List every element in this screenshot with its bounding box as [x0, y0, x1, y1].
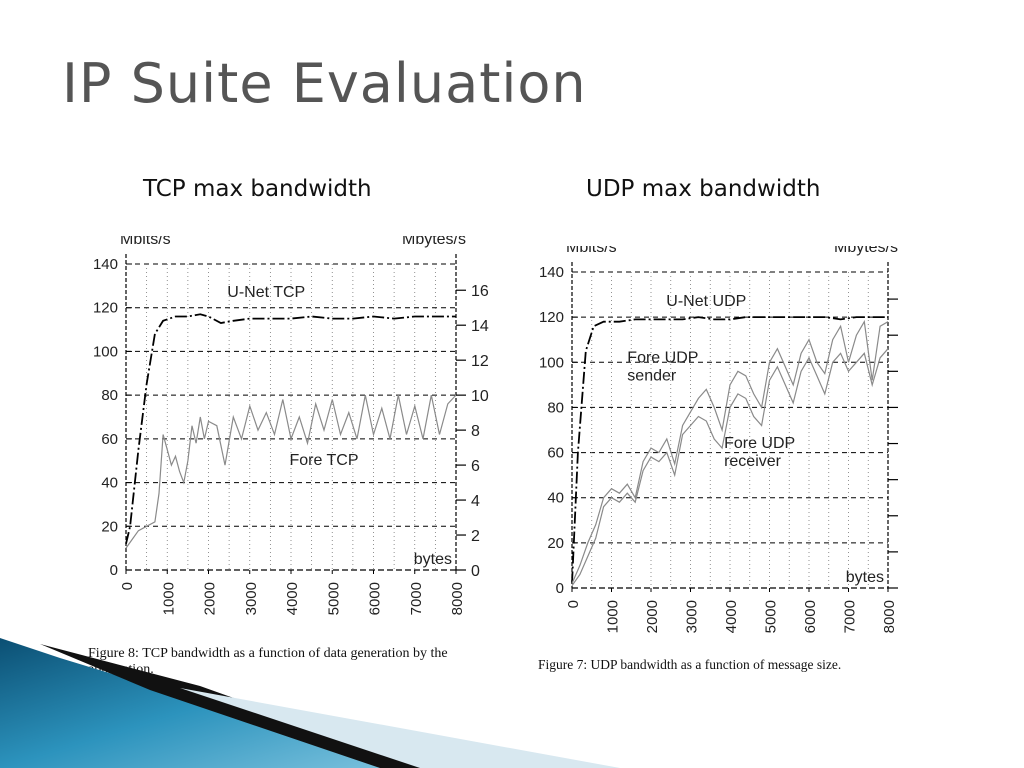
series-line-u-net-tcp — [125, 313, 456, 545]
x-tick-label: 3000 — [243, 582, 260, 615]
right-y-tick-label: 0 — [471, 563, 480, 580]
unet-tcp-label: U-Net TCP — [227, 284, 305, 301]
fore-udp-receiver-label-line1: Fore UDP — [724, 435, 795, 452]
x-tick-label: 5000 — [763, 600, 780, 633]
y-tick-label: 120 — [539, 309, 564, 326]
fore-udp-sender-label-line2: sender — [627, 367, 677, 384]
x-tick-label: 8000 — [881, 600, 898, 633]
x-tick-label: 5000 — [325, 582, 342, 615]
right-y-tick-label: 12 — [471, 353, 489, 370]
x-tick-label: 2000 — [202, 582, 219, 615]
unet-udp-label: U-Net UDP — [666, 293, 746, 310]
right-y-tick-label: 4 — [471, 493, 480, 510]
x-axis-label: bytes — [846, 569, 884, 586]
fore-tcp-label: Fore TCP — [289, 452, 358, 469]
left-unit-label: Mbits/s — [120, 236, 171, 248]
y-tick-label: 100 — [539, 354, 564, 371]
light-swoosh-shape — [180, 688, 620, 768]
y-tick-label: 60 — [547, 445, 564, 462]
slide-title: IP Suite Evaluation — [62, 52, 587, 115]
y-tick-label: 80 — [101, 387, 118, 404]
x-tick-label: 1000 — [605, 600, 622, 633]
tcp-chart-heading: TCP max bandwidth — [143, 176, 372, 202]
x-tick-label: 6000 — [802, 600, 819, 633]
udp-chart-heading: UDP max bandwidth — [586, 176, 821, 202]
right-y-tick-label: 10 — [471, 388, 489, 405]
fore-udp-sender-label-line1: Fore UDP — [627, 349, 698, 366]
y-tick-label: 20 — [547, 535, 564, 552]
y-tick-label: 60 — [101, 431, 118, 448]
x-tick-label: 4000 — [723, 600, 740, 633]
y-tick-label: 140 — [539, 264, 564, 281]
right-unit-label: Mbytes/s — [402, 236, 466, 248]
y-tick-label: 0 — [110, 562, 118, 579]
right-y-tick-label: 2 — [471, 528, 480, 545]
x-tick-label: 8000 — [449, 582, 466, 615]
udp-bandwidth-chart: 0204060801001201400246810121416010002000… — [526, 239, 921, 650]
x-axis-label: bytes — [414, 551, 452, 568]
x-tick-label: 4000 — [284, 582, 301, 615]
series-line-fore-udp-receiver — [571, 348, 889, 587]
y-tick-label: 0 — [556, 580, 564, 597]
y-tick-label: 80 — [547, 399, 564, 416]
series-line-fore-tcp — [125, 394, 457, 549]
y-tick-label: 20 — [101, 518, 118, 535]
series-line-u-net-udp — [571, 316, 888, 584]
x-tick-label: 6000 — [367, 582, 384, 615]
tcp-bandwidth-svg: 0 20 40 60 80 100 120 140 0 2 4 6 8 10 12 14 16 0 1000 2000… — [93, 231, 489, 615]
fore-udp-receiver-label: Fore UDP receiver — [724, 435, 795, 470]
right-y-tick-label: 6 — [471, 458, 480, 475]
x-tick-label: 2000 — [644, 600, 661, 633]
right-unit-label: Mbytes/s — [834, 246, 898, 256]
y-tick-label: 100 — [93, 343, 118, 360]
left-unit-label: Mbits/s — [566, 246, 617, 256]
x-tick-label: 0 — [565, 600, 582, 608]
x-tick-label: 7000 — [408, 582, 425, 615]
right-y-tick-label: 16 — [471, 283, 489, 300]
blue-swoosh-shape — [0, 638, 420, 768]
fore-udp-receiver-label-line2: receiver — [724, 453, 782, 470]
right-y-tick-label: 14 — [471, 318, 489, 335]
y-tick-label: 140 — [93, 256, 118, 273]
udp-bandwidth-svg: 0204060801001201400246810121416010002000… — [539, 239, 921, 633]
fore-udp-sender-label: Fore UDP sender — [627, 349, 698, 384]
decorative-swoosh — [0, 638, 620, 768]
y-tick-label: 40 — [101, 475, 118, 492]
x-tick-label: 7000 — [842, 600, 859, 633]
right-y-tick-label: 8 — [471, 423, 480, 440]
x-tick-label: 3000 — [684, 600, 701, 633]
tcp-bandwidth-chart: 0 20 40 60 80 100 120 140 0 2 4 6 8 10 12 14 16 0 1000 2000… — [80, 231, 505, 642]
series-line-fore-udp-sender — [571, 319, 889, 584]
y-tick-label: 120 — [93, 300, 118, 317]
y-tick-label: 40 — [547, 490, 564, 507]
x-tick-label: 1000 — [160, 582, 177, 615]
udp-figure-caption: Figure 7: UDP bandwidth as a function of… — [538, 657, 842, 672]
x-tick-label: 0 — [119, 582, 136, 590]
